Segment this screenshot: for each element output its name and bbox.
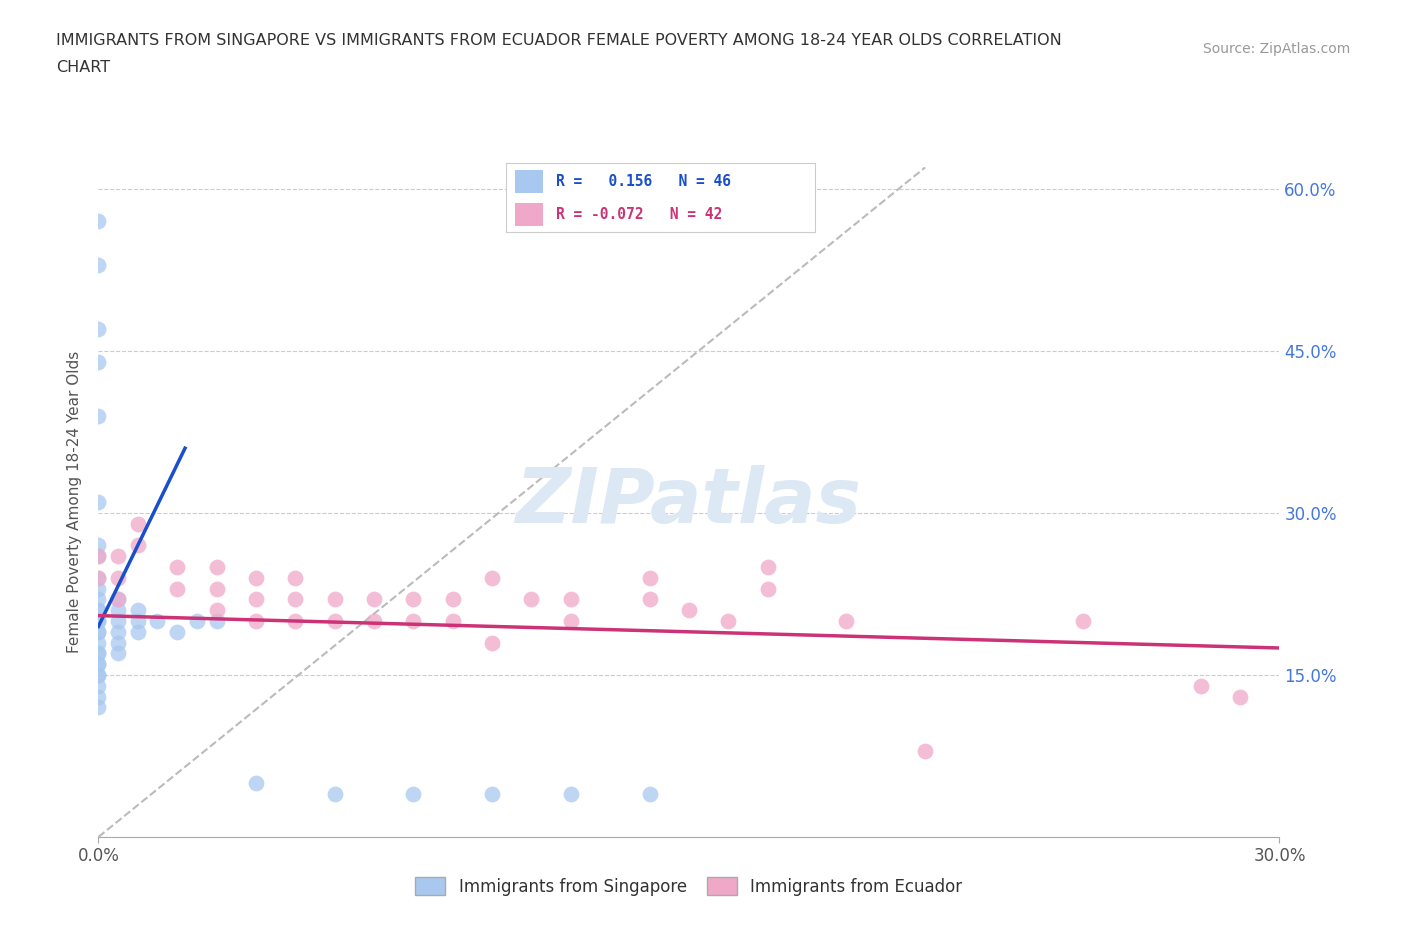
Point	[481, 635, 503, 650]
Point	[402, 614, 425, 629]
Point	[127, 538, 149, 552]
Point	[638, 570, 661, 585]
Point	[678, 603, 700, 618]
Text: IMMIGRANTS FROM SINGAPORE VS IMMIGRANTS FROM ECUADOR FEMALE POVERTY AMONG 18-24 : IMMIGRANTS FROM SINGAPORE VS IMMIGRANTS …	[56, 33, 1062, 47]
Point	[560, 614, 582, 629]
Point	[245, 776, 267, 790]
Point	[87, 570, 110, 585]
Point	[756, 560, 779, 575]
Point	[87, 657, 110, 671]
Point	[87, 657, 110, 671]
Point	[441, 614, 464, 629]
Point	[560, 787, 582, 802]
Legend: Immigrants from Singapore, Immigrants from Ecuador: Immigrants from Singapore, Immigrants fr…	[409, 870, 969, 902]
Point	[87, 581, 110, 596]
Point	[284, 592, 307, 607]
FancyBboxPatch shape	[516, 170, 543, 193]
Point	[205, 560, 228, 575]
Point	[87, 538, 110, 552]
Point	[87, 668, 110, 683]
Point	[481, 570, 503, 585]
FancyBboxPatch shape	[516, 204, 543, 226]
Point	[245, 570, 267, 585]
Point	[87, 603, 110, 618]
Point	[205, 603, 228, 618]
Text: Source: ZipAtlas.com: Source: ZipAtlas.com	[1202, 42, 1350, 56]
Point	[363, 592, 385, 607]
Point	[107, 592, 129, 607]
Point	[87, 646, 110, 661]
Point	[127, 516, 149, 531]
Point	[756, 581, 779, 596]
Point	[284, 614, 307, 629]
Point	[166, 624, 188, 639]
Point	[87, 603, 110, 618]
Point	[127, 603, 149, 618]
Point	[87, 570, 110, 585]
Point	[87, 258, 110, 272]
Point	[245, 592, 267, 607]
Point	[835, 614, 858, 629]
Point	[323, 787, 346, 802]
Point	[717, 614, 740, 629]
Point	[87, 549, 110, 564]
Point	[87, 614, 110, 629]
Point	[87, 592, 110, 607]
Point	[402, 592, 425, 607]
Point	[323, 614, 346, 629]
Point	[284, 570, 307, 585]
Point	[107, 635, 129, 650]
Point	[363, 614, 385, 629]
Point	[1229, 689, 1251, 704]
Point	[87, 614, 110, 629]
Point	[914, 743, 936, 758]
Point	[127, 614, 149, 629]
Point	[107, 614, 129, 629]
Point	[638, 592, 661, 607]
Point	[87, 214, 110, 229]
Text: R =   0.156   N = 46: R = 0.156 N = 46	[555, 174, 731, 189]
Point	[107, 624, 129, 639]
Point	[520, 592, 543, 607]
Point	[87, 624, 110, 639]
Point	[107, 570, 129, 585]
Point	[323, 592, 346, 607]
Point	[87, 495, 110, 510]
Point	[107, 549, 129, 564]
Point	[87, 624, 110, 639]
Point	[87, 689, 110, 704]
Point	[146, 614, 169, 629]
Point	[87, 322, 110, 337]
Point	[402, 787, 425, 802]
Point	[166, 560, 188, 575]
Point	[107, 646, 129, 661]
Point	[1189, 678, 1212, 693]
Point	[87, 678, 110, 693]
Point	[481, 787, 503, 802]
Point	[166, 581, 188, 596]
Point	[87, 635, 110, 650]
Point	[205, 614, 228, 629]
Point	[560, 592, 582, 607]
Text: CHART: CHART	[56, 60, 110, 75]
Point	[107, 603, 129, 618]
Point	[87, 668, 110, 683]
Point	[127, 624, 149, 639]
Point	[107, 592, 129, 607]
Point	[87, 646, 110, 661]
Point	[245, 614, 267, 629]
Text: R = -0.072   N = 42: R = -0.072 N = 42	[555, 206, 721, 222]
Point	[441, 592, 464, 607]
Point	[186, 614, 208, 629]
Text: ZIPatlas: ZIPatlas	[516, 465, 862, 539]
Point	[638, 787, 661, 802]
Y-axis label: Female Poverty Among 18-24 Year Olds: Female Poverty Among 18-24 Year Olds	[67, 352, 83, 654]
Point	[87, 700, 110, 715]
Point	[205, 581, 228, 596]
Point	[87, 549, 110, 564]
Point	[87, 354, 110, 369]
Point	[1071, 614, 1094, 629]
Point	[87, 408, 110, 423]
